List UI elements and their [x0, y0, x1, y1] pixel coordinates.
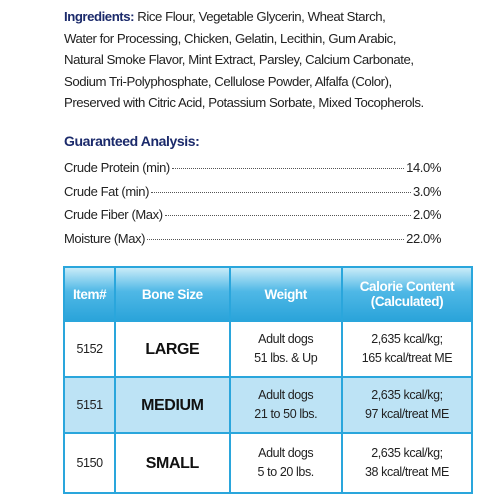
ingredients-line: Ingredients: Rice Flour, Vegetable Glyce…: [64, 6, 484, 28]
analysis-name: Moisture (Max): [64, 230, 146, 246]
weight: Adult dogs 5 to 20 lbs.: [228, 432, 343, 494]
analysis-name: Crude Protein (min): [64, 160, 170, 175]
table-row: 5150 SMALL Adult dogs 5 to 20 lbs. 2,635 kca…: [62, 432, 474, 494]
calorie-content: 2,635 kcal/kg; 38 kcal/treat ME: [340, 432, 474, 494]
cell-line: 38 kcal/treat ME: [365, 465, 449, 479]
ingredients-line: Preserved with Citric Acid, Potassium So…: [64, 95, 424, 110]
analysis-row: Crude Protein (min) 14.0%: [64, 160, 441, 175]
analysis-name: Crude Fat (min): [64, 183, 150, 199]
bone-size: MEDIUM: [114, 376, 231, 434]
dot-leader: [171, 168, 405, 169]
dot-leader: [151, 191, 411, 193]
cell-line: Adult dogs: [258, 446, 314, 460]
product-table: Item# Bone Size Weight Calorie Content (Calc…: [62, 266, 474, 494]
table-row: 5152 LARGE Adult dogs 51 lbs. & Up 2,635 kca…: [62, 320, 474, 378]
analysis-value: 2.0%: [412, 207, 441, 222]
item-number: 5151: [62, 376, 117, 434]
analysis-value: 22.0%: [406, 230, 441, 246]
cell-line: 2,635 kcal/kg;: [371, 388, 443, 402]
cell-line: 165 kcal/treat ME: [361, 351, 453, 365]
cell-line: (Calculated): [370, 294, 444, 309]
analysis-name: Crude Fiber (Max): [64, 207, 163, 222]
bone-size: SMALL: [114, 432, 231, 494]
ingredients-text: Rice Flour, Vegetable Glycerin, Wheat St…: [134, 9, 386, 24]
dot-leader: [164, 215, 411, 216]
item-number: 5152: [62, 320, 117, 378]
analysis-value: 14.0%: [406, 160, 441, 175]
weight: Adult dogs 21 to 50 lbs.: [228, 376, 343, 434]
dot-leader: [147, 238, 405, 240]
cell-line: Calorie Content: [359, 279, 455, 294]
analysis-row: Crude Fiber (Max) 2.0%: [64, 207, 441, 222]
cell-line: 51 lbs. & Up: [254, 351, 318, 365]
cell-line: 5 to 20 lbs.: [257, 465, 315, 479]
header-cell: Calorie Content (Calculated): [340, 266, 474, 322]
analysis-row: Crude Fat (min) 3.0%: [64, 184, 441, 199]
ingredients-line: Sodium Tri-Polyphosphate, Cellulose Powd…: [64, 73, 392, 89]
cell-line: Adult dogs: [258, 332, 314, 346]
header-row: Item# Bone Size Weight Calorie Content (Calc…: [62, 266, 474, 322]
cell-line: 2,635 kcal/kg;: [371, 332, 443, 346]
header-cell: Weight: [228, 266, 343, 322]
calorie-content: 2,635 kcal/kg; 165 kcal/treat ME: [340, 320, 474, 378]
header-cell: Item#: [62, 266, 117, 322]
ingredients: Ingredients: Rice Flour, Vegetable Glyce…: [64, 6, 484, 114]
ingredients-line: Water for Processing, Chicken, Gelatin, …: [64, 30, 396, 46]
analysis-title: Guaranteed Analysis:: [64, 133, 200, 149]
ingredients-line: Natural Smoke Flavor, Mint Extract, Pars…: [64, 52, 414, 67]
cell-line: 2,635 kcal/kg;: [371, 446, 443, 460]
table-body: 5152 LARGE Adult dogs 51 lbs. & Up 2,635 kca…: [62, 320, 474, 494]
item-number: 5150: [62, 432, 117, 494]
cell-line: 97 kcal/treat ME: [365, 407, 449, 421]
bone-size: LARGE: [114, 320, 231, 378]
weight: Adult dogs 51 lbs. & Up: [228, 320, 343, 378]
analysis-row: Moisture (Max) 22.0%: [64, 231, 441, 246]
table-row: 5151 MEDIUM Adult dogs 21 to 50 lbs. 2,635 k…: [62, 376, 474, 434]
ingredients-label: Ingredients:: [64, 9, 135, 24]
cell-line: 21 to 50 lbs.: [254, 407, 318, 421]
calorie-content: 2,635 kcal/kg; 97 kcal/treat ME: [340, 376, 474, 434]
header-cell: Bone Size: [114, 266, 231, 322]
analysis-value: 3.0%: [412, 183, 441, 199]
cell-line: Adult dogs: [258, 388, 314, 402]
